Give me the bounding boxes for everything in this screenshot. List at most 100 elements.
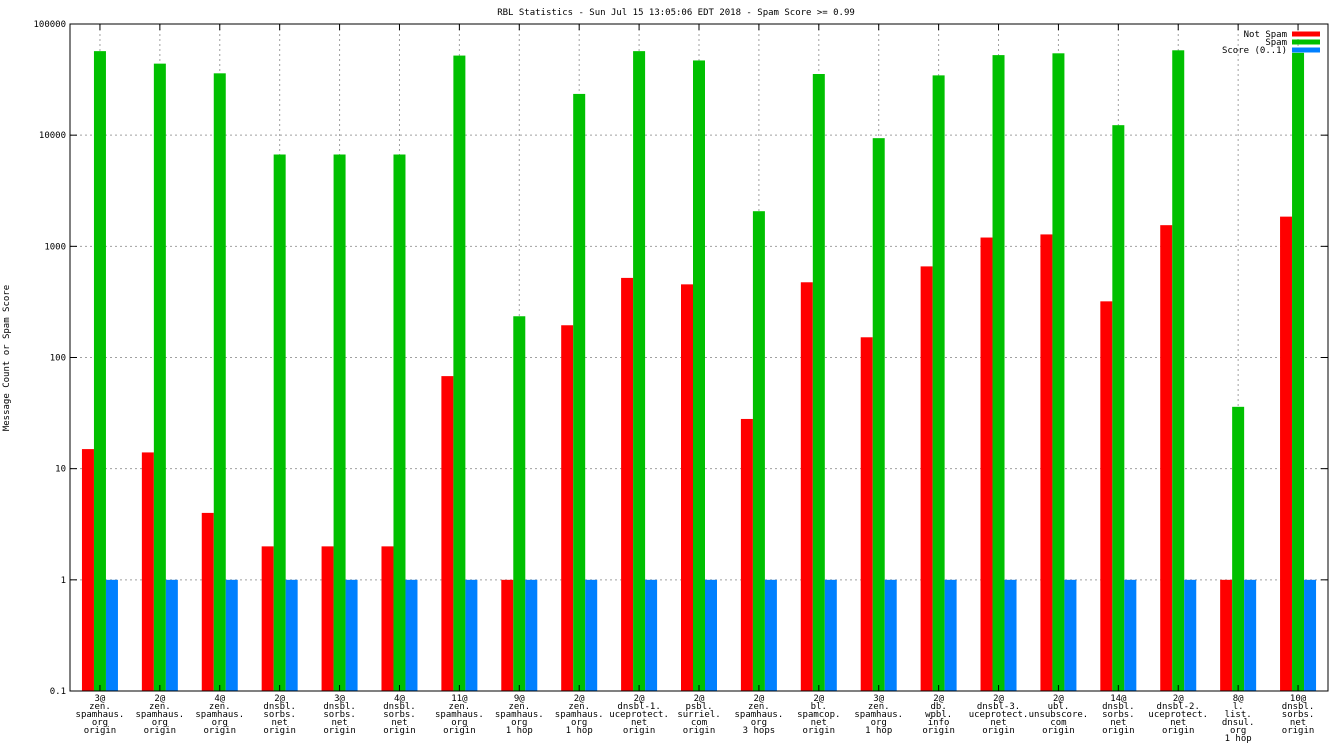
bar-spam [992, 55, 1005, 692]
x-tick-label: 2@ ubl. unsubscore. com origin [1029, 694, 1089, 736]
x-tick-label: 3@ dnsbl. sorbs. net origin [323, 694, 356, 736]
x-tick-label-line: sorbs. [323, 710, 356, 720]
x-tick-label-line: net [631, 718, 647, 728]
bar-spam [1232, 406, 1245, 691]
x-tick-label-line: origin [84, 726, 117, 736]
x-tick-label-line: uceprotect. [609, 710, 669, 720]
x-tick-label: 4@ dnsbl. sorbs. net origin [383, 694, 416, 736]
bar-not-spam [1100, 301, 1113, 691]
y-axis-label: Message Count or Spam Score [2, 285, 12, 431]
x-tick-label-line: 1 hop [566, 726, 593, 736]
x-tick-label-line: 11@ [451, 694, 468, 704]
x-tick-label-line: ubl. [1048, 702, 1070, 712]
x-tick-label-line: list. [1225, 710, 1252, 720]
x-tick-label: 3@ zen. spamhaus. org origin [76, 694, 125, 736]
bar-score-0-1 [105, 579, 118, 691]
legend-label: Not Spam [1244, 30, 1287, 40]
bar-spam [872, 138, 885, 692]
y-tick-label: 10000 [39, 131, 66, 141]
x-tick-label-line: net [272, 718, 288, 728]
x-tick-label-line: origin [623, 726, 656, 736]
x-tick-label-line: origin [1282, 726, 1315, 736]
x-tick-label-line: 1 hop [865, 726, 892, 736]
x-tick-label-line: net [1110, 718, 1126, 728]
x-tick-label-line: org [871, 718, 887, 728]
x-tick-label-line: 2@ [933, 694, 944, 704]
bar-score-0-1 [764, 579, 777, 691]
x-tick-label-line: spamhaus. [854, 710, 903, 720]
x-tick-label-line: uceprotect. [969, 710, 1029, 720]
y-tick-label: 0.1 [50, 687, 66, 697]
bar-not-spam [1040, 234, 1053, 691]
bar-score-0-1 [405, 579, 418, 691]
x-tick-label-line: spamhaus. [555, 710, 604, 720]
bar-score-0-1 [465, 579, 478, 691]
bar-spam [213, 73, 226, 692]
x-tick-label-line: 9@ [514, 694, 525, 704]
x-tick-label-line: zen. [449, 702, 471, 712]
x-tick-label-line: net [391, 718, 407, 728]
bar-not-spam [740, 418, 753, 691]
x-tick-label-line: spamcop. [797, 710, 840, 720]
x-tick-label: 8@ l. list. dnsul. org 1 hop [1222, 694, 1255, 744]
bar-score-0-1 [705, 579, 717, 691]
bar-spam [93, 51, 106, 692]
x-tick-label-line: dnsbl. [263, 702, 296, 712]
x-tick-label-line: dnsbl. [323, 702, 356, 712]
x-tick-label-line: zen. [89, 702, 111, 712]
x-tick-label-line: net [331, 718, 347, 728]
x-tick-label-line: 10@ [1290, 694, 1307, 704]
x-tick-label-line: dnsbl. [1102, 702, 1135, 712]
x-tick-label: 11@ zen. spamhaus. org origin [435, 694, 484, 736]
x-tick-label-line: org [212, 718, 228, 728]
x-tick-label: 3@ zen. spamhaus. org 1 hop [854, 694, 903, 736]
bar-score-0-1 [944, 579, 957, 691]
x-tick-label-line: 4@ [214, 694, 225, 704]
x-tick-label-line: spamhaus. [495, 710, 544, 720]
x-tick-label-line: 2@ [1173, 694, 1184, 704]
x-tick-label-line: 2@ [753, 694, 764, 704]
bar-score-0-1 [225, 579, 238, 691]
bar-score-0-1 [165, 579, 178, 691]
x-tick-label-line: org [571, 718, 587, 728]
bar-spam [513, 316, 526, 691]
x-tick-label-line: origin [1042, 726, 1075, 736]
x-tick-label-line: 2@ [1053, 694, 1064, 704]
x-tick-label: 2@ zen. spamhaus. org origin [135, 694, 184, 736]
x-tick-label-line: l. [1233, 702, 1244, 712]
bar-score-0-1 [1244, 579, 1257, 691]
x-tick-label-line: 2@ [574, 694, 585, 704]
bar-not-spam [441, 376, 454, 691]
x-tick-label: 2@ zen. spamhaus. org 1 hop [555, 694, 604, 736]
x-tick-label-line: origin [204, 726, 237, 736]
x-tick-label-line: origin [323, 726, 356, 736]
x-tick-label: 10@ dnsbl. sorbs. net origin [1282, 694, 1315, 736]
bar-not-spam [860, 337, 873, 691]
bar-score-0-1 [824, 579, 837, 691]
bar-not-spam [261, 546, 274, 691]
bar-score-0-1 [1004, 579, 1017, 691]
x-tick-label: 2@ dnsbl-1. uceprotect. net origin [609, 694, 669, 736]
x-tick-label-line: origin [1162, 726, 1195, 736]
x-tick-label-line: zen. [748, 702, 770, 712]
bar-spam [1052, 53, 1065, 692]
x-tick-label-line: 8@ [1233, 694, 1244, 704]
x-tick-label-line: info [928, 718, 950, 728]
x-tick-label: 2@ psbl. surriel. com origin [677, 694, 720, 736]
bar-spam [1292, 52, 1305, 691]
x-tick-label-line: zen. [568, 702, 590, 712]
x-tick-label-line: 1 hop [506, 726, 533, 736]
bars [81, 50, 1317, 692]
x-tick-label-line: org [451, 718, 467, 728]
x-tick-label-line: sorbs. [383, 710, 416, 720]
x-tick-label-line: zen. [868, 702, 890, 712]
x-tick-label-line: db. [930, 702, 946, 712]
bar-score-0-1 [345, 579, 358, 691]
legend-swatch [1292, 31, 1320, 37]
bar-spam [153, 63, 166, 692]
x-tick-label-line: spamhaus. [735, 710, 784, 720]
x-tick-label-line: org [511, 718, 527, 728]
x-tick-label: 2@ dnsbl. sorbs. net origin [263, 694, 296, 736]
